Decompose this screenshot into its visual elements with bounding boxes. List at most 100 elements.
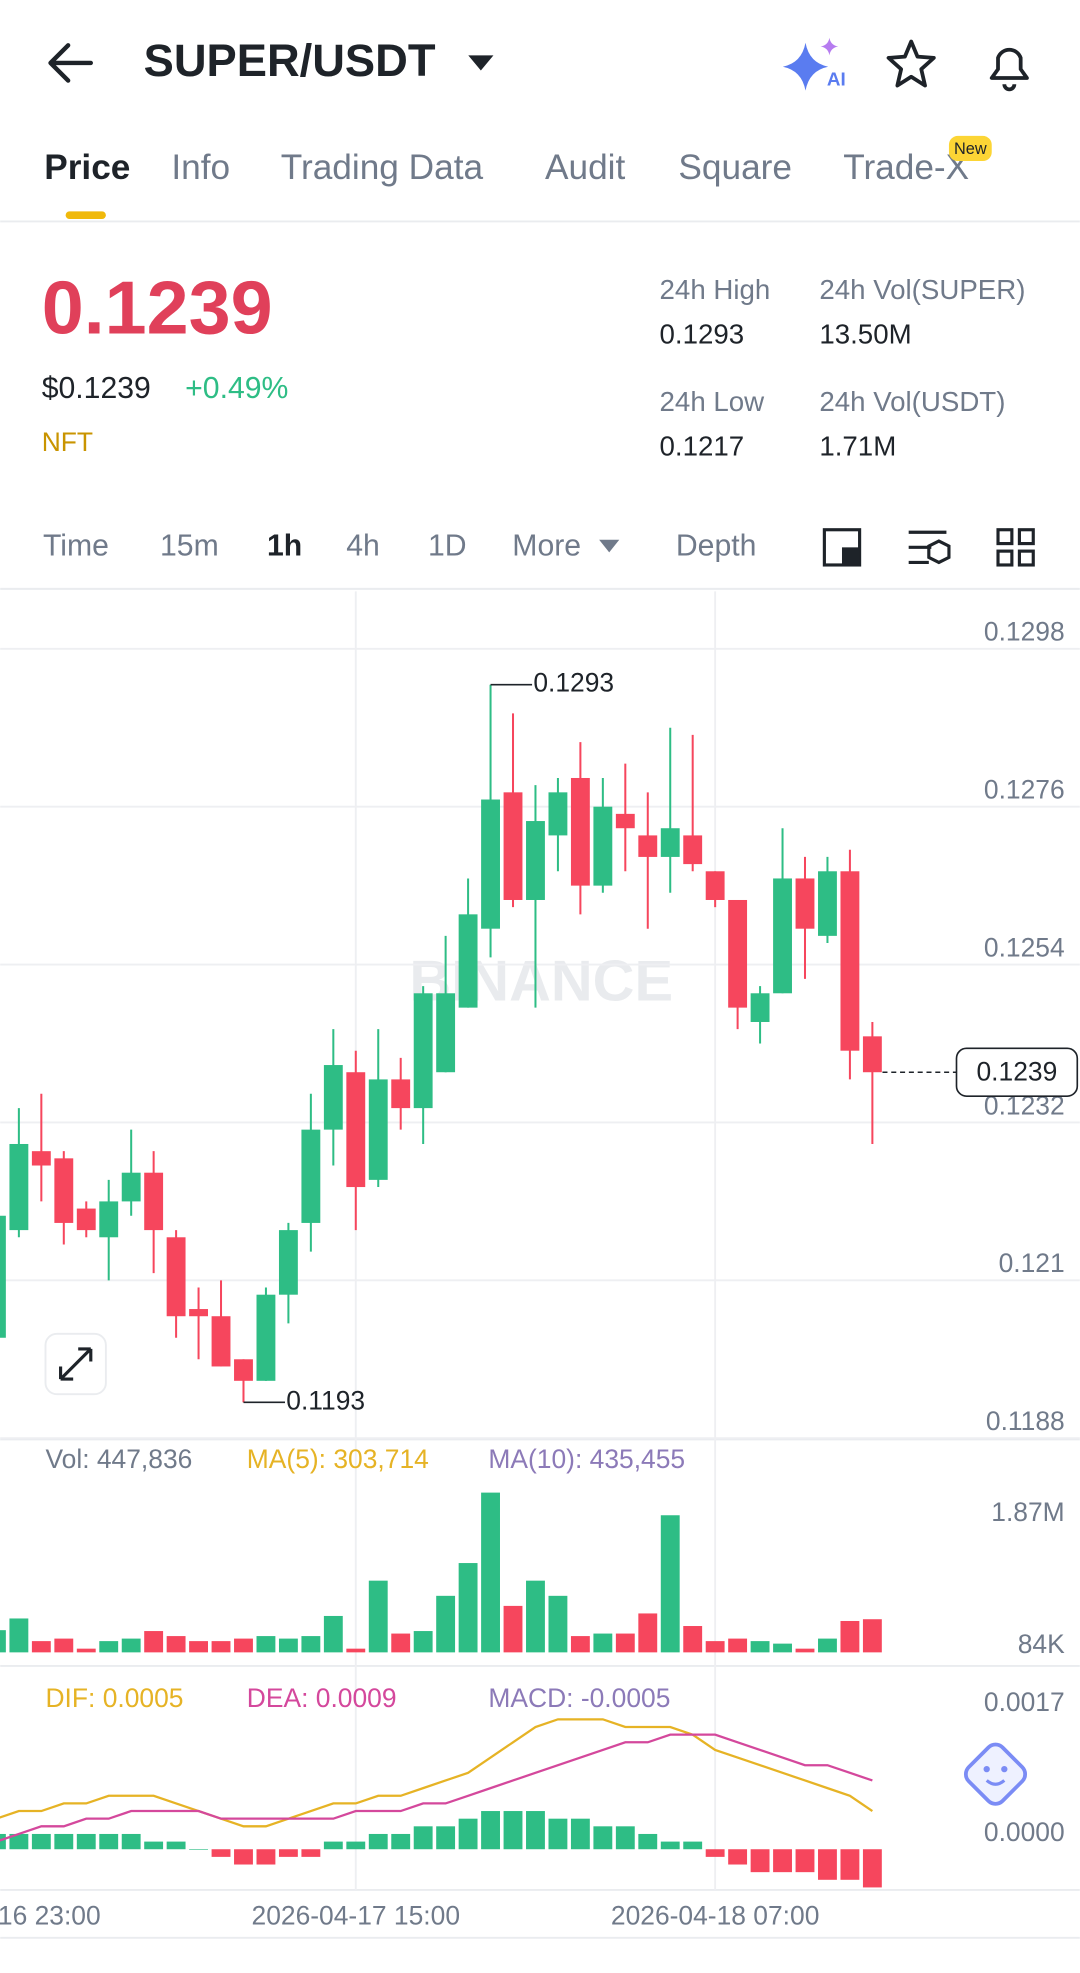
icon-fill: [841, 547, 860, 565]
macd-bar: [705, 1849, 725, 1857]
macd-bar: [144, 1841, 164, 1850]
candle-body: [54, 1158, 74, 1223]
volume-bar: [99, 1641, 119, 1653]
x-tick-label: 2026-04-16 23:00: [0, 1901, 101, 1931]
ai-sparkle-small: [820, 37, 839, 56]
icon-cell: [1017, 549, 1035, 567]
volume-bar: [593, 1633, 613, 1653]
tab[interactable]: Square: [678, 148, 792, 187]
volume-bar: [750, 1641, 770, 1653]
interval-option[interactable]: More: [512, 529, 581, 562]
candle-body: [503, 792, 523, 900]
tab[interactable]: Trading Data: [281, 148, 484, 187]
usd-price: $0.1239: [42, 372, 151, 405]
volume-bar: [144, 1631, 164, 1653]
pair-title[interactable]: SUPER/USDT: [144, 35, 436, 86]
candle-body: [436, 993, 456, 1073]
volume-bar: [818, 1638, 837, 1653]
macd-bar: [234, 1849, 253, 1865]
volume-bar: [413, 1631, 433, 1653]
tab-bar: Price Info Trading Data Audit Square Trade-X: [44, 148, 969, 187]
macd-bar: [189, 1849, 208, 1850]
candle-body: [750, 993, 770, 1022]
assistant-button[interactable]: [962, 1740, 1030, 1808]
candle-body: [368, 1079, 388, 1180]
expand-button[interactable]: [44, 1332, 107, 1396]
category-tag[interactable]: NFT: [42, 427, 93, 457]
candle-body: [256, 1294, 276, 1381]
active-tab-indicator: [65, 211, 106, 219]
alerts-button[interactable]: [989, 47, 1029, 92]
candle-body: [481, 799, 500, 929]
macd-bar: [750, 1849, 770, 1873]
volume-bar: [76, 1648, 96, 1653]
volume-bar: [31, 1641, 51, 1653]
layout-button[interactable]: [996, 528, 1035, 567]
candle-body: [189, 1309, 208, 1317]
volume-bar: [301, 1636, 321, 1653]
tab[interactable]: Info: [171, 148, 230, 187]
macd-bar: [121, 1833, 141, 1850]
new-badge-text: New: [954, 140, 987, 158]
macd-bar: [481, 1811, 500, 1850]
candle-body: [346, 1072, 366, 1188]
macd-bar: [278, 1849, 298, 1857]
back-button[interactable]: [48, 43, 93, 83]
tab[interactable]: Audit: [545, 148, 625, 187]
macd-bar: [660, 1841, 680, 1850]
candle-body: [593, 806, 613, 886]
candle-body: [9, 1143, 29, 1231]
assistant-eye: [1001, 1766, 1008, 1773]
ai-button[interactable]: AI: [782, 37, 846, 91]
interval-option[interactable]: Depth: [676, 529, 757, 562]
high-label: 0.1293: [533, 668, 614, 698]
interval-option[interactable]: 15m: [160, 529, 219, 562]
volume-bar: [840, 1620, 860, 1653]
indicator-settings-button[interactable]: [908, 530, 951, 565]
candle-body: [458, 914, 478, 1008]
interval-option[interactable]: 4h: [346, 529, 380, 562]
interval-option[interactable]: 1h: [267, 529, 302, 562]
macd-bar: [458, 1818, 478, 1850]
tab[interactable]: Trade-X: [843, 148, 969, 187]
interval-option[interactable]: 1D: [428, 529, 467, 562]
candle-body: [840, 871, 860, 1051]
volume-bar: [256, 1636, 276, 1653]
assistant-frame: [963, 1742, 1028, 1806]
y-tick-label: 84K: [1018, 1629, 1065, 1659]
macd-bar: [391, 1833, 411, 1850]
fullscreen-button[interactable]: [822, 528, 862, 567]
volume-bar: [189, 1641, 208, 1653]
candle-body: [660, 828, 680, 857]
candle-body: [526, 821, 545, 900]
volume-bar: [773, 1643, 792, 1653]
volume-bar: [436, 1595, 456, 1653]
volume-bar: [278, 1638, 298, 1653]
volume-bar: [391, 1633, 411, 1653]
macd-bar: [76, 1833, 96, 1850]
macd-bar: [570, 1818, 590, 1850]
candle-body: [638, 835, 658, 857]
indicator-legend: MA(10): 435,455: [488, 1444, 685, 1474]
candle-body: [705, 871, 725, 900]
stat-label: 24h High: [660, 274, 771, 305]
favorite-button[interactable]: [886, 39, 936, 88]
stat-value: 13.50M: [819, 318, 911, 349]
volume-bar: [638, 1613, 658, 1653]
macd-bar: [31, 1833, 51, 1850]
candle-body: [301, 1129, 321, 1223]
macd-bar: [54, 1833, 74, 1850]
macd-bar: [368, 1833, 388, 1850]
macd-bar: [256, 1849, 276, 1865]
macd-bar: [323, 1841, 343, 1850]
volume-bar: [481, 1492, 500, 1653]
interval-option[interactable]: Time: [43, 529, 109, 562]
tab[interactable]: Price: [44, 148, 130, 187]
plot: 0.12980.12760.12540.12320.1210.11882026-…: [0, 591, 1080, 1931]
pair-dropdown[interactable]: [468, 55, 494, 71]
volume-bar: [211, 1641, 231, 1653]
candle-body: [31, 1151, 51, 1166]
candle-body: [144, 1172, 164, 1231]
macd-bar: [0, 1833, 6, 1850]
